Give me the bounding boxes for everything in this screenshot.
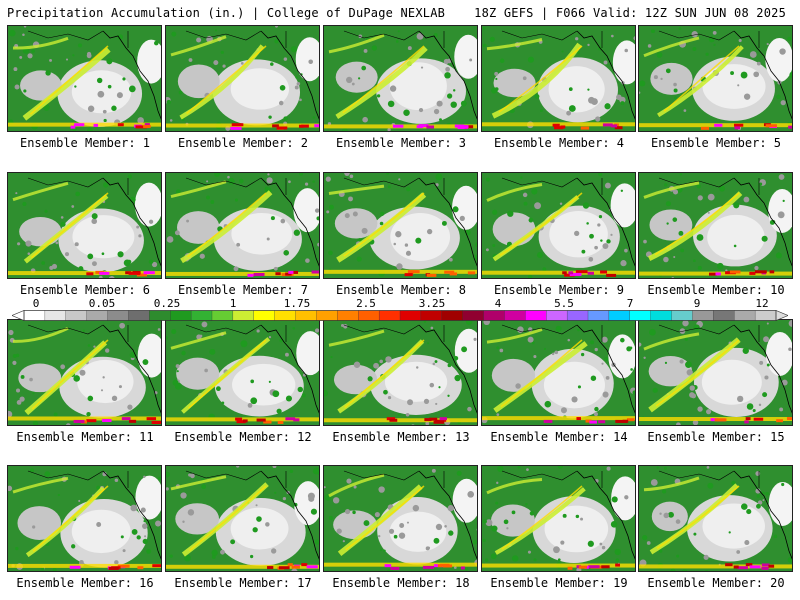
colorbar-tick-label: 5.5 <box>554 297 574 310</box>
colorbar-swatch <box>316 310 338 321</box>
colorbar-min-arrow <box>12 310 25 321</box>
colorbar-swatch <box>462 310 484 321</box>
colorbar-swatch <box>65 310 88 321</box>
colorbar-tick-label: 12 <box>755 297 769 310</box>
ensemble-member-map-11 <box>7 319 162 426</box>
ensemble-member-label: Ensemble Member: 3 <box>335 136 467 150</box>
colorbar-swatch <box>566 310 589 321</box>
colorbar-swatch <box>650 310 672 321</box>
colorbar-tick-label: 1.75 <box>283 297 311 310</box>
ensemble-member-map-4 <box>481 25 636 132</box>
ensemble-member-map-1 <box>7 25 162 132</box>
colorbar-swatch <box>587 310 610 321</box>
ensemble-member-map-2 <box>165 25 320 132</box>
ensemble-member-label: Ensemble Member: 11 <box>16 430 154 444</box>
colorbar-swatch <box>671 310 693 321</box>
colorbar-swatch <box>713 310 735 321</box>
ensemble-member-map-10 <box>638 172 793 279</box>
colorbar-swatch <box>170 310 192 321</box>
colorbar-swatch <box>734 310 756 321</box>
colorbar-swatch <box>420 310 443 321</box>
colorbar-swatch <box>525 310 547 321</box>
colorbar-swatch <box>378 310 401 321</box>
colorbar-swatch <box>149 310 171 321</box>
ensemble-member-map-17 <box>165 465 320 572</box>
colorbar-swatch <box>128 310 150 321</box>
colorbar-swatch <box>441 310 464 321</box>
ensemble-member-label: Ensemble Member: 1 <box>19 136 151 150</box>
ensemble-member-map-16 <box>7 465 162 572</box>
ensemble-member-map-18 <box>323 465 478 572</box>
colorbar-swatch <box>546 310 568 321</box>
ensemble-member-label: Ensemble Member: 14 <box>490 430 628 444</box>
colorbar-swatch <box>107 310 129 321</box>
ensemble-member-label: Ensemble Member: 17 <box>174 576 312 590</box>
colorbar-swatch <box>211 310 234 321</box>
colorbar-swatch <box>399 310 422 321</box>
colorbar-tick-label: 0 <box>32 297 40 310</box>
colorbar-swatch <box>504 310 526 321</box>
map-title: Precipitation Accumulation (in.) | Colle… <box>7 6 446 20</box>
colorbar-swatch <box>44 310 67 321</box>
ensemble-member-label: Ensemble Member: 16 <box>16 576 154 590</box>
colorbar-swatch <box>692 310 714 321</box>
ensemble-member-map-6 <box>7 172 162 279</box>
ensemble-member-map-3 <box>323 25 478 132</box>
ensemble-member-label: Ensemble Member: 19 <box>490 576 628 590</box>
ensemble-member-map-20 <box>638 465 793 572</box>
colorbar-max-arrow <box>775 310 788 321</box>
colorbar-swatch <box>629 310 652 321</box>
colorbar-swatch <box>23 310 46 321</box>
colorbar-swatch <box>274 310 296 321</box>
ensemble-member-label: Ensemble Member: 5 <box>650 136 782 150</box>
colorbar-tick-label: 2.5 <box>356 297 376 310</box>
ensemble-member-label: Ensemble Member: 10 <box>647 283 785 297</box>
ensemble-member-map-14 <box>481 319 636 426</box>
ensemble-member-label: Ensemble Member: 15 <box>647 430 785 444</box>
colorbar-tick-label: 4 <box>494 297 502 310</box>
colorbar-swatch <box>232 310 255 321</box>
ensemble-member-label: Ensemble Member: 9 <box>493 283 625 297</box>
ensemble-member-label: Ensemble Member: 4 <box>493 136 625 150</box>
colorbar-tick-label: 9 <box>693 297 701 310</box>
colorbar-swatch <box>190 310 213 321</box>
colorbar-swatch <box>483 310 505 321</box>
ensemble-member-label: Ensemble Member: 7 <box>177 283 309 297</box>
colorbar-tick-label: 0.05 <box>88 297 116 310</box>
ensemble-member-map-7 <box>165 172 320 279</box>
colorbar-swatch <box>295 310 317 321</box>
colorbar-swatch <box>86 310 108 321</box>
colorbar-tick-label: 1 <box>229 297 237 310</box>
ensemble-member-map-8 <box>323 172 478 279</box>
colorbar-tick-label: 3.25 <box>418 297 446 310</box>
colorbar-swatch <box>253 310 276 321</box>
ensemble-member-map-19 <box>481 465 636 572</box>
ensemble-member-map-12 <box>165 319 320 426</box>
ensemble-member-map-5 <box>638 25 793 132</box>
ensemble-member-map-13 <box>323 319 478 426</box>
ensemble-member-label: Ensemble Member: 8 <box>335 283 467 297</box>
colorbar-swatch <box>337 310 359 321</box>
colorbar-swatch <box>358 310 380 321</box>
ensemble-member-map-9 <box>481 172 636 279</box>
colorbar-tick-label: 7 <box>626 297 634 310</box>
ensemble-member-label: Ensemble Member: 2 <box>177 136 309 150</box>
ensemble-member-label: Ensemble Member: 20 <box>647 576 785 590</box>
colorbar-swatch <box>608 310 631 321</box>
ensemble-member-label: Ensemble Member: 12 <box>174 430 312 444</box>
colorbar-tick-label: 0.25 <box>153 297 181 310</box>
model-run-info: 18Z GEFS | F066 Valid: 12Z SUN JUN 08 20… <box>474 6 786 20</box>
ensemble-member-label: Ensemble Member: 13 <box>332 430 470 444</box>
ensemble-member-label: Ensemble Member: 18 <box>332 576 470 590</box>
ensemble-member-map-15 <box>638 319 793 426</box>
precip-colorbar <box>12 310 788 321</box>
ensemble-member-label: Ensemble Member: 6 <box>19 283 151 297</box>
colorbar-swatch <box>754 310 777 321</box>
